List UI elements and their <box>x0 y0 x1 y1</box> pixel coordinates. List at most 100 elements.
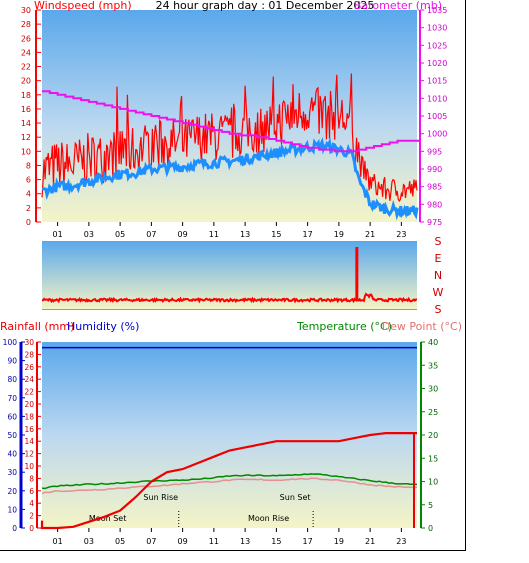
barometer-line <box>42 90 421 153</box>
temperature-title: Temperature (°C) <box>296 320 392 333</box>
baro-y-tick-label: 1020 <box>427 59 447 68</box>
wind-y-tick-label: 8 <box>26 161 31 170</box>
wind-x-tick-label: 05 <box>115 230 125 239</box>
annotation-label: Sun Set <box>280 493 311 502</box>
wind-y-tick-label: 22 <box>21 63 31 72</box>
rain-y-tick-label: 30 <box>24 338 34 347</box>
baro-y-tick-label: 990 <box>427 165 442 174</box>
wind-y-tick-label: 2 <box>26 204 31 213</box>
wind-plot-area <box>42 10 417 222</box>
rain-y-tick-label: 0 <box>29 524 34 533</box>
annotation-label: Moon Set <box>89 514 126 523</box>
wind-x-tick-label: 17 <box>303 230 313 239</box>
wind-y-tick-label: 24 <box>21 48 31 57</box>
direction-tick-label: S <box>435 303 442 316</box>
wind-y-tick-label: 12 <box>21 133 31 142</box>
wind-x-tick-label: 03 <box>84 230 94 239</box>
windspeed-title: Windspeed (mph) <box>34 0 132 12</box>
temp-y-tick-label: 0 <box>428 524 433 533</box>
wind-x-tick-label: 07 <box>146 230 156 239</box>
temp-y-tick-label: 25 <box>428 408 438 417</box>
direction-tick-label: W <box>433 286 444 299</box>
baro-y-tick-label: 995 <box>427 147 442 156</box>
climate-x-tick-label: 07 <box>146 537 156 546</box>
baro-y-tick-label: 1035 <box>427 6 447 15</box>
wind-x-tick-label: 21 <box>365 230 375 239</box>
rain-y-tick-label: 28 <box>24 350 34 359</box>
humidity-y-tick-label: 50 <box>7 431 17 440</box>
direction-tick-label: N <box>434 269 442 282</box>
humidity-y-tick-label: 40 <box>7 450 17 459</box>
climate-x-tick-label: 03 <box>84 537 94 546</box>
rain-y-tick-label: 8 <box>29 474 34 483</box>
humidity-y-tick-label: 90 <box>7 357 17 366</box>
barometer-title: Barometer (mb) <box>354 0 442 12</box>
wind-y-tick-label: 26 <box>21 34 31 43</box>
wind-y-tick-label: 18 <box>21 91 31 100</box>
baro-y-tick-label: 980 <box>427 200 442 209</box>
humidity-y-tick-label: 60 <box>7 412 17 421</box>
wind-x-tick-label: 01 <box>53 230 63 239</box>
direction-tick-label: S <box>435 235 442 248</box>
humidity-y-tick-label: 70 <box>7 394 17 403</box>
rain-y-tick-label: 26 <box>24 363 34 372</box>
baro-y-tick-label: 975 <box>427 218 442 227</box>
temp-y-tick-label: 35 <box>428 361 438 370</box>
wind-y-tick-label: 0 <box>26 218 31 227</box>
humidity-y-tick-label: 0 <box>12 524 17 533</box>
humidity-y-tick-label: 80 <box>7 375 17 384</box>
climate-x-tick-label: 15 <box>271 537 281 546</box>
temp-y-tick-label: 40 <box>428 338 438 347</box>
climate-x-tick-label: 13 <box>240 537 250 546</box>
rain-y-tick-label: 10 <box>24 462 34 471</box>
baro-y-tick-label: 1005 <box>427 112 447 121</box>
wind-average-line <box>41 137 419 221</box>
annotation-label: Sun Rise <box>143 493 178 502</box>
chart-frame <box>0 0 466 551</box>
graph-title: 24 hour graph day : 01 December 2025 <box>156 0 375 12</box>
climate-x-tick-label: 05 <box>115 537 125 546</box>
rain-y-tick-label: 2 <box>29 512 34 521</box>
climate-x-tick-label: 17 <box>303 537 313 546</box>
temp-y-tick-label: 15 <box>428 454 438 463</box>
wind-y-tick-label: 14 <box>21 119 31 128</box>
rain-y-tick-label: 18 <box>24 412 34 421</box>
baro-y-tick-label: 1030 <box>427 24 447 33</box>
wind-x-tick-label: 23 <box>396 230 406 239</box>
dewpoint-line <box>41 477 418 495</box>
climate-x-tick-label: 09 <box>178 537 188 546</box>
temperature-line <box>41 473 418 490</box>
climate-x-tick-label: 21 <box>365 537 375 546</box>
wind-x-tick-label: 11 <box>209 230 219 239</box>
humidity-title: Humidity (%) <box>67 320 139 333</box>
wind-y-tick-label: 16 <box>21 105 31 114</box>
wind-x-tick-label: 15 <box>271 230 281 239</box>
rain-y-tick-label: 4 <box>29 499 34 508</box>
temp-y-tick-label: 10 <box>428 478 438 487</box>
baro-y-tick-label: 1000 <box>427 130 447 139</box>
rain-y-tick-label: 6 <box>29 487 34 496</box>
temp-y-tick-label: 20 <box>428 431 438 440</box>
rain-y-tick-label: 24 <box>24 375 34 384</box>
wind-y-tick-label: 28 <box>21 20 31 29</box>
dewpoint-title: Dew Point (°C) <box>382 320 462 333</box>
humidity-y-tick-label: 100 <box>3 338 18 347</box>
wind-y-tick-label: 6 <box>26 176 31 185</box>
rain-y-tick-label: 20 <box>24 400 34 409</box>
wind-y-tick-label: 30 <box>21 6 31 15</box>
humidity-y-tick-label: 20 <box>7 487 17 496</box>
wind-direction-line <box>41 292 417 304</box>
rain-y-tick-label: 22 <box>24 388 34 397</box>
wind-y-tick-label: 20 <box>21 77 31 86</box>
rain-y-tick-label: 12 <box>24 450 34 459</box>
climate-x-tick-label: 23 <box>396 537 406 546</box>
direction-tick-label: E <box>435 252 442 265</box>
wind-y-tick-label: 4 <box>26 190 31 199</box>
wind-y-tick-label: 10 <box>21 147 31 156</box>
temp-y-tick-label: 30 <box>428 385 438 394</box>
baro-y-tick-label: 1015 <box>427 77 447 86</box>
climate-plot-area <box>42 342 417 528</box>
wind-x-tick-label: 19 <box>334 230 344 239</box>
baro-y-tick-label: 1025 <box>427 41 447 50</box>
